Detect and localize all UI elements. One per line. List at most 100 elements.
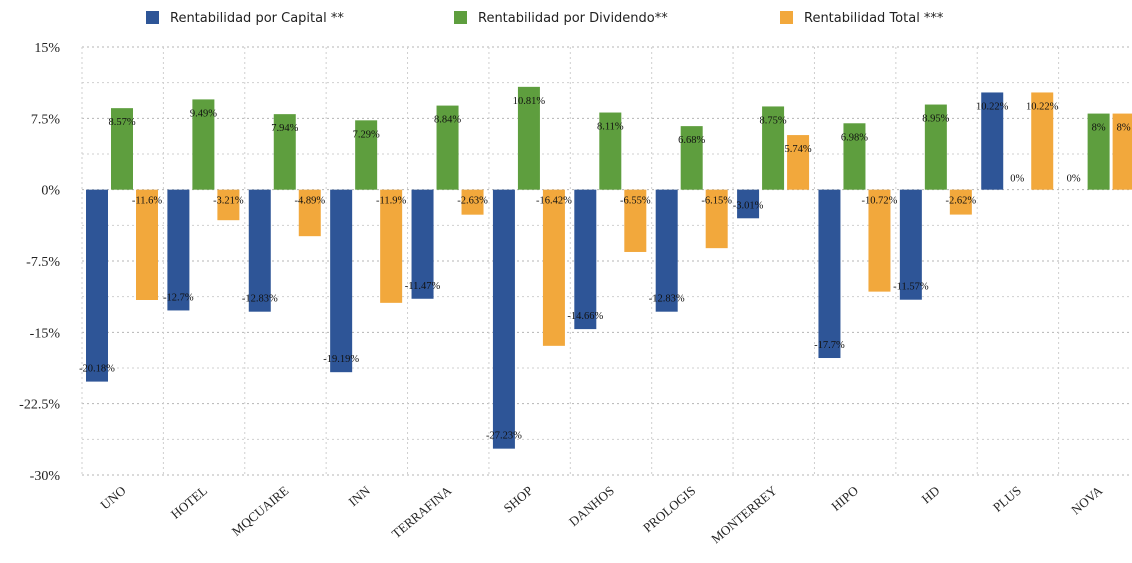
bar-uno-series-2	[111, 108, 133, 190]
bar-uno-series-1	[86, 189, 108, 382]
bar-danhos-series-3	[624, 189, 647, 252]
bar-uno-series-3	[136, 189, 158, 300]
data-label: 10.81%	[513, 96, 546, 107]
data-label: 8.11%	[597, 122, 624, 133]
data-label: 10.22%	[976, 101, 1009, 112]
data-label: 5.74%	[785, 144, 812, 155]
bar-terrafina-series-3	[461, 189, 484, 215]
x-tick-label: PROLOGIS	[640, 483, 698, 535]
data-label: -16.42%	[536, 196, 572, 207]
bar-inn-series-2	[355, 120, 378, 190]
data-label: -4.89%	[294, 196, 325, 207]
bar-inn-series-1	[330, 189, 353, 373]
bar-hotel-series-2	[192, 99, 215, 190]
data-label: 9.49%	[190, 108, 217, 119]
x-tick-label: HD	[919, 483, 943, 507]
bar-hipo-series-3	[868, 189, 891, 292]
legend-label-3: Rentabilidad Total ***	[804, 11, 944, 26]
x-tick-label: TERRAFINA	[389, 482, 455, 541]
bar-hotel-series-1	[167, 189, 190, 311]
bar-hd-series-2	[924, 104, 947, 190]
bar-mqcuaire-series-1	[248, 189, 271, 312]
bar-mqcuaire-series-2	[273, 114, 296, 190]
data-label: 7.29%	[353, 129, 380, 140]
data-label: -3.01%	[733, 200, 764, 211]
data-label: -27.23%	[486, 431, 522, 442]
data-label: -12.83%	[242, 294, 278, 305]
bar-hd-series-1	[899, 189, 922, 300]
legend-swatch-2	[454, 11, 467, 24]
x-tick-label: MQCUAIRE	[229, 483, 292, 539]
legend-swatch-1	[146, 11, 159, 24]
x-axis: UNO HOTEL MQCUAIRE INN TERRAFINA SHOP DANHOS PR…	[97, 482, 1105, 546]
bar-mqcuaire-series-3	[298, 189, 321, 237]
bar-terrafina-series-2	[436, 105, 459, 190]
bar-shop-series-2	[517, 86, 540, 190]
data-label: -6.55%	[620, 196, 651, 207]
data-label: 0%	[1067, 174, 1081, 185]
x-tick-label: SHOP	[501, 483, 536, 516]
data-label: 8.84%	[434, 115, 461, 126]
legend-label-1: Rentabilidad por Capital **	[170, 11, 344, 26]
bar-prologis-series-2	[680, 126, 703, 190]
y-tick-label: -22.5%	[19, 398, 60, 413]
bar-shop-series-3	[542, 189, 565, 346]
data-label: 8.57%	[108, 117, 135, 128]
x-tick-label: DANHOS	[566, 483, 617, 529]
y-tick-label: 7.5%	[31, 112, 61, 127]
data-label: -10.72%	[862, 196, 898, 207]
bars	[86, 86, 1132, 449]
data-label: -2.62%	[946, 196, 977, 207]
bar-hipo-series-2	[843, 123, 866, 190]
x-tick-label: HOTEL	[168, 483, 210, 522]
x-tick-label: INN	[345, 482, 373, 509]
bar-monterrey-series-3	[787, 135, 810, 190]
y-tick-label: -15%	[30, 326, 61, 341]
bar-prologis-series-3	[705, 189, 728, 249]
legend-swatch-3	[780, 11, 793, 24]
x-tick-label: MONTERREY	[708, 482, 780, 546]
y-tick-label: -30%	[30, 469, 61, 484]
data-label: -11.6%	[132, 196, 162, 207]
data-label: 8%	[1092, 123, 1106, 134]
bar-monterrey-series-1	[737, 189, 760, 219]
data-labels: -20.18% 8.57% -11.6% -12.7% 9.49% -3.21% -12.8…	[79, 96, 1131, 442]
bar-hd-series-3	[949, 189, 972, 215]
data-label: 8%	[1117, 123, 1131, 134]
x-tick-label: NOVA	[1068, 482, 1106, 517]
y-axis: 15% 7.5% 0% -7.5% -15% -22.5% -30%	[19, 41, 60, 484]
data-label: -19.19%	[323, 354, 359, 365]
bar-shop-series-1	[492, 189, 515, 449]
data-label: 6.68%	[678, 135, 705, 146]
data-label: -20.18%	[79, 364, 115, 375]
y-tick-label: 0%	[41, 184, 60, 199]
bar-monterrey-series-2	[762, 106, 785, 190]
bar-nova-series-2	[1087, 113, 1110, 190]
bar-danhos-series-2	[599, 112, 622, 190]
y-tick-label: 15%	[34, 41, 60, 56]
bar-prologis-series-1	[655, 189, 678, 312]
data-label: 10.22%	[1026, 101, 1059, 112]
data-label: -11.57%	[893, 282, 929, 293]
legend-label-2: Rentabilidad por Dividendo**	[478, 11, 668, 26]
bar-danhos-series-1	[574, 189, 597, 330]
bar-hipo-series-1	[818, 189, 841, 359]
bar-inn-series-3	[380, 189, 403, 303]
x-tick-label: PLUS	[990, 483, 1024, 515]
legend: Rentabilidad por Capital ** Rentabilidad …	[146, 11, 944, 26]
data-label: -2.63%	[457, 196, 488, 207]
data-label: -17.7%	[814, 340, 845, 351]
data-label: -3.21%	[213, 196, 244, 207]
data-label: -12.7%	[163, 292, 194, 303]
bar-terrafina-series-1	[411, 189, 434, 299]
data-label: 7.94%	[271, 123, 298, 134]
bar-plus-series-3	[1031, 92, 1054, 190]
data-label: -11.47%	[405, 281, 441, 292]
x-tick-label: HIPO	[828, 483, 861, 514]
x-tick-label: UNO	[97, 483, 128, 513]
data-label: 8.95%	[922, 114, 949, 125]
y-tick-label: -7.5%	[26, 255, 60, 270]
bar-plus-series-1	[981, 92, 1004, 190]
data-label: -6.15%	[701, 196, 732, 207]
